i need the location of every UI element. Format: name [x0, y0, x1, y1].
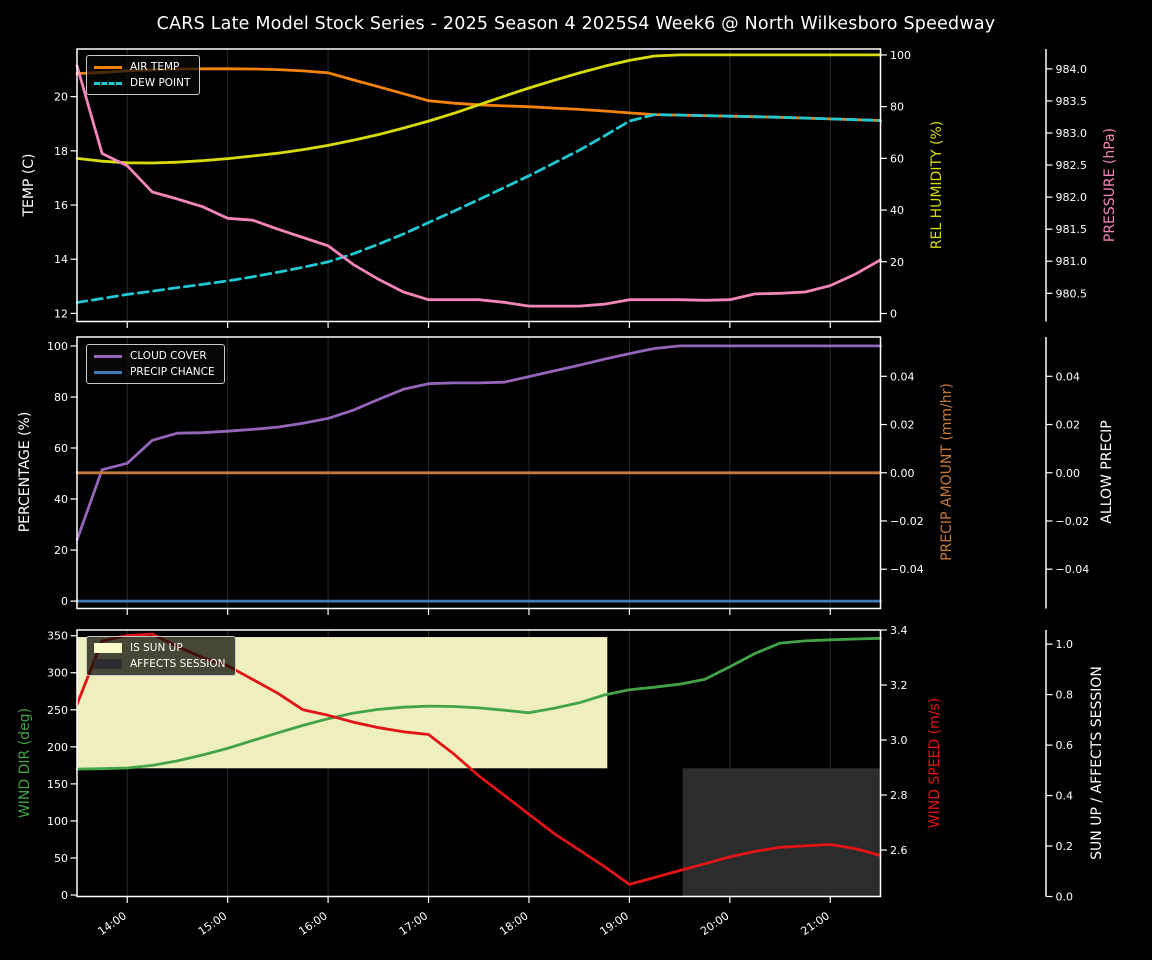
precipitation-legend: CLOUD COVER PRECIP CHANCE: [86, 344, 225, 384]
air-temp-legend-label: AIR TEMP: [130, 61, 180, 73]
tick-label: 60: [890, 152, 904, 165]
wind-plot-border: [76, 629, 882, 898]
tick-label: 0.04: [890, 370, 915, 383]
tick-label: 0.6: [1056, 739, 1074, 752]
tick-label: 300: [47, 667, 68, 680]
dew-point-line-swatch: [94, 81, 122, 85]
temperature-legend: AIR TEMP DEW POINT: [86, 55, 201, 95]
tick-label: 980.5: [1056, 287, 1088, 300]
tick-label: 20: [54, 91, 68, 104]
affects-session-band: [682, 768, 881, 897]
rel-humidity-line: [75, 53, 882, 165]
cloud-cover-legend-label: CLOUD COVER: [130, 350, 207, 362]
figure-title: CARS Late Model Stock Series - 2025 Seas…: [156, 14, 996, 34]
tick-label: 3.0: [890, 734, 908, 747]
dew-point-line: [75, 113, 882, 304]
tick-label: 12: [54, 307, 68, 320]
tick-label: 0: [61, 889, 68, 902]
legend-item-precip-chance: PRECIP CHANCE: [94, 366, 215, 378]
cloud-cover-line: [75, 344, 882, 542]
precip-chance-line-swatch: [94, 370, 122, 374]
wind-legend: IS SUN UP AFFECTS SESSION: [86, 636, 236, 676]
tick-label: 40: [890, 204, 904, 217]
tick-label: 60: [54, 442, 68, 455]
tick-label: 2.6: [890, 844, 908, 857]
tick-label: 0.00: [890, 467, 915, 480]
tick-label: 250: [47, 704, 68, 717]
tick-label: 0: [890, 307, 897, 320]
wind-dir-line: [75, 636, 882, 771]
tick-label: 0.2: [1056, 840, 1074, 853]
tick-label: 0.00: [1056, 467, 1081, 480]
tick-label: −0.02: [890, 515, 924, 528]
tick-label: 983.0: [1056, 127, 1088, 140]
tick-label: 981.5: [1056, 223, 1088, 236]
cloud-cover-line-swatch: [94, 354, 122, 358]
legend-item-dew-point: DEW POINT: [94, 77, 190, 89]
x-tick-label: 18:00: [497, 909, 530, 938]
tick-label: 981.0: [1056, 255, 1088, 268]
x-tick-label: 14:00: [96, 909, 129, 938]
temperature-plot-border: [76, 48, 882, 323]
tick-label: 0.0: [1056, 891, 1074, 904]
tick-label: 20: [890, 256, 904, 269]
tick-label: 984.0: [1056, 63, 1088, 76]
legend-item-is-sun-up: IS SUN UP: [94, 642, 226, 654]
tick-label: 0.02: [1056, 419, 1081, 432]
legend-item-air-temp: AIR TEMP: [94, 61, 190, 73]
x-tick-label: 15:00: [196, 909, 229, 938]
tick-label: 0.4: [1056, 790, 1074, 803]
tick-label: 100: [47, 815, 68, 828]
tick-label: 0.02: [890, 419, 915, 432]
tick-label: 18: [54, 145, 68, 158]
legend-item-cloud-cover: CLOUD COVER: [94, 350, 215, 362]
is-sun-up-legend-label: IS SUN UP: [130, 642, 183, 654]
sun-up-patch-swatch: [94, 643, 122, 653]
tick-label: 80: [890, 101, 904, 114]
tick-label: 0: [61, 595, 68, 608]
tick-label: 80: [54, 391, 68, 404]
tick-label: 40: [54, 493, 68, 506]
tick-label: 100: [890, 49, 911, 62]
tick-label: 100: [47, 340, 68, 353]
x-tick-label: 19:00: [598, 909, 631, 938]
tick-label: 982.0: [1056, 191, 1088, 204]
x-tick-label: 20:00: [698, 909, 731, 938]
x-tick-label: 17:00: [397, 909, 430, 938]
x-tick-label: 16:00: [296, 909, 329, 938]
precip-chance-legend-label: PRECIP CHANCE: [130, 366, 215, 378]
tick-label: −0.02: [1056, 515, 1090, 528]
tick-label: 983.5: [1056, 95, 1088, 108]
tick-label: 200: [47, 741, 68, 754]
air-temp-line-swatch: [94, 65, 122, 69]
tick-label: 3.4: [890, 624, 908, 637]
tick-label: 16: [54, 199, 68, 212]
x-tick-label: 21:00: [799, 909, 832, 938]
tick-label: 350: [47, 630, 68, 643]
tick-label: 50: [54, 852, 68, 865]
dew-point-legend-label: DEW POINT: [130, 77, 191, 89]
affects-session-legend-label: AFFECTS SESSION: [130, 658, 226, 670]
affects-session-patch-swatch: [94, 659, 122, 669]
tick-label: 3.2: [890, 679, 908, 692]
tick-label: 14: [54, 253, 68, 266]
tick-label: 0.04: [1056, 370, 1081, 383]
legend-item-affects-session: AFFECTS SESSION: [94, 658, 226, 670]
tick-label: 150: [47, 778, 68, 791]
tick-label: 20: [54, 544, 68, 557]
tick-label: −0.04: [1056, 563, 1090, 576]
tick-label: −0.04: [890, 563, 924, 576]
tick-label: 2.8: [890, 789, 908, 802]
tick-label: 982.5: [1056, 159, 1088, 172]
pressure-line: [75, 64, 882, 308]
tick-label: 1.0: [1056, 638, 1074, 651]
tick-label: 0.8: [1056, 689, 1074, 702]
